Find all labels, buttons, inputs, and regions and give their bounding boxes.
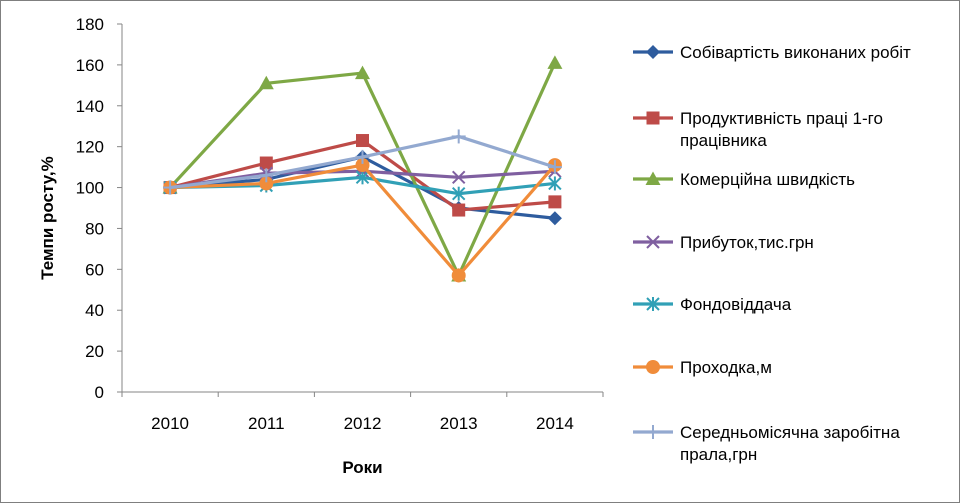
data-point — [355, 170, 370, 185]
legend: Собівартість виконаних робіт Продуктивніс… — [633, 43, 911, 464]
legend-item: Собівартість виконаних робіт — [633, 43, 911, 62]
series-group — [162, 55, 563, 283]
y-tick-label: 180 — [76, 15, 104, 34]
series-7 — [163, 129, 562, 195]
data-point — [547, 55, 563, 69]
data-point — [355, 65, 370, 80]
y-axis-title: Темпи росту,% — [38, 156, 57, 280]
data-point — [452, 203, 466, 217]
legend-item: Середньомісячна заробітна прала,грн — [633, 423, 900, 464]
x-tick-label: 2012 — [344, 414, 382, 433]
data-point — [451, 170, 466, 185]
legend-marker — [646, 360, 660, 374]
data-point — [547, 160, 562, 175]
y-tick-label: 0 — [95, 383, 104, 402]
legend-marker — [646, 297, 660, 311]
legend-label: Комерційна швидкість — [680, 170, 855, 189]
data-point — [548, 195, 562, 209]
data-point — [451, 186, 466, 201]
legend-item: Комерційна швидкість — [633, 170, 855, 189]
data-point — [451, 129, 466, 144]
legend-marker — [646, 45, 660, 59]
x-axis-title: Роки — [342, 458, 382, 477]
data-point — [259, 156, 273, 170]
legend-item: Фондовіддача — [633, 295, 792, 314]
data-point — [356, 134, 369, 148]
legend-label: Собівартість виконаних робіт — [680, 43, 911, 62]
legend-marker — [646, 235, 660, 249]
data-point — [355, 149, 370, 164]
data-point — [451, 268, 466, 283]
legend-label: Фондовіддача — [680, 295, 792, 314]
data-point — [355, 158, 370, 173]
legend-label: Прибуток,тис.грн — [680, 233, 814, 252]
x-tick-label: 2014 — [536, 414, 574, 433]
legend-label: Середньомісячна заробітна прала,грн — [680, 423, 900, 464]
series-6 — [163, 158, 562, 283]
legend-marker — [646, 111, 660, 125]
x-axis-ticks: 2010 2011 2012 2013 2014 — [121, 392, 604, 433]
legend-label: Проходка,м — [680, 358, 772, 377]
y-tick-label: 60 — [85, 260, 104, 279]
y-tick-label: 20 — [85, 342, 104, 361]
y-tick-label: 160 — [76, 56, 104, 75]
data-point — [547, 211, 562, 226]
y-tick-label: 40 — [85, 301, 104, 320]
y-tick-label: 80 — [85, 219, 104, 238]
legend-label: Продуктивність праці 1-го працівника — [680, 109, 883, 150]
legend-marker — [646, 425, 660, 439]
legend-item: Продуктивність праці 1-го працівника — [633, 109, 883, 150]
y-tick-label: 120 — [76, 138, 104, 157]
y-tick-label: 140 — [76, 97, 104, 116]
x-tick-label: 2010 — [151, 414, 189, 433]
data-point — [548, 176, 562, 191]
legend-item: Прибуток,тис.грн — [633, 233, 814, 252]
data-point — [258, 75, 274, 90]
data-point — [163, 180, 178, 195]
y-axis-ticks: 0 20 40 60 80 100 120 140 160 180 — [76, 15, 122, 402]
legend-item: Проходка,м — [633, 358, 772, 377]
data-point — [259, 168, 274, 183]
y-tick-label: 100 — [76, 179, 104, 198]
data-point — [259, 176, 274, 191]
x-tick-label: 2013 — [440, 414, 478, 433]
legend-marker — [645, 171, 661, 185]
x-tick-label: 2011 — [248, 414, 285, 433]
